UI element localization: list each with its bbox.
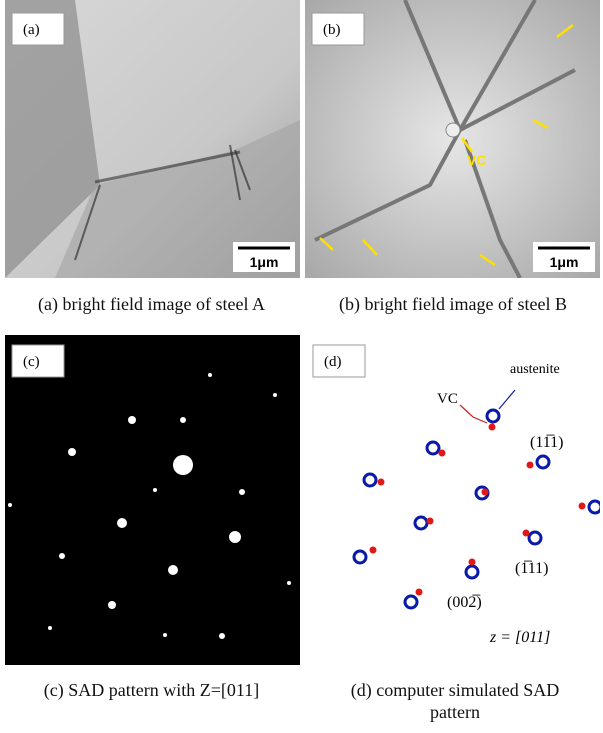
austenite-label: austenite — [510, 362, 560, 377]
panel-d: (d) austenite VC (11̅1) (1̅11) (002̅) z … — [305, 335, 600, 665]
panel-label: (c) — [23, 354, 40, 370]
scale-label: 1μm — [250, 254, 279, 270]
panel-a: (a) 1μm — [5, 0, 300, 278]
caption: (b) bright field image of steel B — [303, 293, 603, 315]
plane-label: (002̅) — [447, 594, 482, 611]
panel-b: VC (b) 1μm — [305, 0, 600, 278]
caption: (c) SAD pattern with Z=[011] — [0, 679, 303, 701]
plane-label: (1̅11) — [515, 560, 548, 577]
panel-c: (c) — [5, 335, 300, 665]
plane-label: (11̅1) — [530, 434, 563, 451]
arrow — [460, 405, 487, 423]
panel-label: (b) — [323, 22, 341, 38]
caption: (a) bright field image of steel A — [0, 293, 303, 315]
vc-annotation: VC — [467, 152, 486, 168]
caption: (d) computer simulated SAD pattern — [340, 679, 570, 723]
precipitate — [446, 123, 460, 137]
diffraction-image — [5, 335, 300, 665]
arrow — [499, 390, 515, 409]
panel-label: (d) — [324, 354, 342, 370]
zone-label: z = [011] — [489, 629, 550, 646]
vc-label: VC — [437, 391, 458, 407]
figure: (a) 1μm VC (b) 1μm (a) bright field imag… — [0, 0, 603, 733]
scale-label: 1μm — [550, 254, 579, 270]
panel-label: (a) — [23, 22, 40, 38]
